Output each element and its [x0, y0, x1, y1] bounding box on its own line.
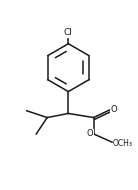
Text: OCH₃: OCH₃: [113, 139, 133, 148]
Text: O: O: [87, 129, 94, 139]
Text: O: O: [111, 105, 117, 114]
Text: Cl: Cl: [64, 28, 73, 37]
